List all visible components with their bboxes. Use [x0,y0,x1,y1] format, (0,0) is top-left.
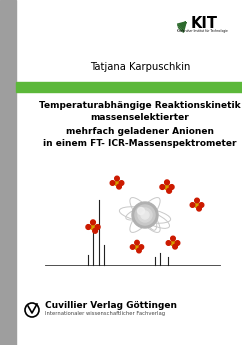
Circle shape [171,236,175,241]
Text: Tatjana Karpuschkin: Tatjana Karpuschkin [90,62,190,72]
Circle shape [95,225,100,229]
Text: mehrfach geladener Anionen: mehrfach geladener Anionen [66,127,214,136]
Text: Internationaler wissenschaftlicher Fachverlag: Internationaler wissenschaftlicher Fachv… [45,312,165,316]
Circle shape [135,240,139,245]
Text: in einem FT- ICR-Massenspektrometer: in einem FT- ICR-Massenspektrometer [43,139,237,148]
Circle shape [93,228,98,233]
Text: Cuvillier Verlag Göttingen: Cuvillier Verlag Göttingen [45,302,177,310]
Circle shape [119,181,124,185]
Circle shape [166,241,171,245]
Circle shape [114,180,120,186]
Text: massenselektierter: massenselektierter [91,114,189,122]
Circle shape [170,240,176,246]
Text: Temperaturabhängige Reaktionskinetik: Temperaturabhängige Reaktionskinetik [39,100,241,109]
Text: Karlsruher Institut für Technologie: Karlsruher Institut für Technologie [177,29,228,33]
Circle shape [115,176,119,181]
Circle shape [110,181,115,185]
Circle shape [117,184,121,189]
Circle shape [190,203,195,207]
Circle shape [135,205,155,225]
Circle shape [164,184,170,190]
Circle shape [138,208,152,222]
Circle shape [160,185,165,189]
Circle shape [132,202,158,228]
Circle shape [165,180,169,185]
Circle shape [90,224,96,230]
Circle shape [86,225,91,229]
Circle shape [169,185,174,189]
Circle shape [139,245,144,249]
Circle shape [137,207,144,215]
Circle shape [135,245,140,249]
Bar [0,0,16,345]
Circle shape [197,206,201,211]
Text: KIT: KIT [191,16,218,30]
Circle shape [175,241,180,245]
Circle shape [141,211,149,219]
Circle shape [194,203,200,208]
Circle shape [195,198,199,203]
Circle shape [199,203,204,207]
Circle shape [130,245,135,249]
Circle shape [173,244,177,249]
Bar [16,82,242,92]
Circle shape [91,220,95,225]
Circle shape [137,248,141,253]
Circle shape [167,188,172,193]
